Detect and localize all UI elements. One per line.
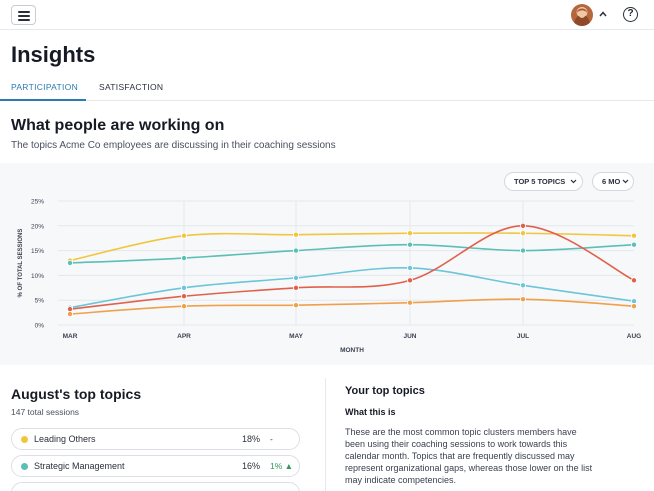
- topic-change: -: [270, 434, 273, 444]
- data-point: [180, 293, 187, 300]
- chevron-down-icon: [622, 179, 629, 184]
- section-title: What people are working on: [11, 117, 225, 134]
- data-point: [520, 282, 527, 289]
- total-sessions-count: 147 total sessions: [11, 407, 80, 417]
- column-divider: [325, 378, 326, 491]
- tab-satisfaction[interactable]: SATISFACTION: [99, 82, 164, 92]
- top-topics-dropdown[interactable]: TOP 5 TOPICS: [504, 172, 583, 191]
- data-point: [292, 274, 299, 281]
- topic-name: Strategic Management: [34, 461, 125, 471]
- series-line: [69, 267, 635, 309]
- data-point: [406, 241, 413, 248]
- tab-participation[interactable]: PARTICIPATION: [11, 82, 79, 92]
- data-point: [406, 277, 413, 284]
- time-range-dropdown-label: 6 MO: [602, 177, 621, 186]
- data-point: [180, 303, 187, 310]
- data-point: [520, 230, 527, 237]
- data-point: [292, 231, 299, 238]
- topic-percentage: 16%: [242, 461, 261, 471]
- data-point: [406, 299, 413, 306]
- x-tick-label: JUL: [517, 333, 529, 340]
- series-line: [69, 298, 635, 315]
- chart-panel: [0, 163, 654, 365]
- your-topics-description: These are the most common topic clusters…: [345, 427, 593, 485]
- avatar-face-icon: [574, 8, 590, 26]
- user-avatar[interactable]: [571, 4, 593, 26]
- data-point: [67, 311, 74, 318]
- question-circle-icon[interactable]: ?: [623, 7, 638, 22]
- y-tick-label: 5%: [35, 298, 45, 305]
- data-point: [631, 232, 638, 239]
- chevron-down-icon: [570, 179, 577, 184]
- data-point: [292, 247, 299, 254]
- page-title: Insights: [11, 42, 96, 67]
- august-topics-title: August's top topics: [11, 386, 142, 402]
- series-line: [69, 232, 635, 262]
- topic-percentage: 18%: [242, 434, 261, 444]
- top-bar: ?: [0, 0, 654, 30]
- topic-color-dot: [21, 463, 28, 470]
- data-point: [631, 303, 638, 310]
- data-point: [520, 222, 527, 229]
- x-axis-label: MONTH: [340, 347, 364, 354]
- topic-change: 1% ▲: [270, 461, 294, 471]
- top-topics-dropdown-label: TOP 5 TOPICS: [514, 177, 566, 186]
- topic-color-dot: [21, 436, 28, 443]
- chevron-up-icon[interactable]: [598, 9, 608, 19]
- x-tick-label: MAY: [289, 333, 304, 340]
- data-point: [631, 277, 638, 284]
- data-point: [520, 247, 527, 254]
- y-axis-label: % OF TOTAL SESSIONS: [18, 229, 24, 298]
- series-line: [69, 224, 635, 310]
- series-line: [69, 243, 635, 264]
- data-point: [180, 232, 187, 239]
- data-point: [67, 306, 74, 313]
- data-point: [631, 298, 638, 305]
- data-point: [406, 264, 413, 271]
- y-tick-label: 0%: [35, 323, 45, 330]
- tab-bar: PARTICIPATION SATISFACTION: [0, 77, 654, 101]
- what-this-is-label: What this is: [345, 407, 396, 417]
- time-range-dropdown[interactable]: 6 MO: [592, 172, 634, 191]
- data-point: [520, 296, 527, 303]
- topic-name: Leading Others: [34, 434, 96, 444]
- data-point: [631, 241, 638, 248]
- y-tick-label: 10%: [31, 273, 44, 280]
- topics-line-chart: 0% 5% 10% 15% 20% 25% MAR APR MAY JUN JUL AUG MONTH%…: [18, 199, 641, 355]
- x-tick-label: MAR: [63, 333, 78, 340]
- topic-row[interactable]: Strategic Management 16% 1% ▲: [11, 455, 300, 477]
- topic-row[interactable]: Leading Others 18% -: [11, 428, 300, 450]
- data-point: [180, 255, 187, 262]
- data-point: [406, 230, 413, 237]
- y-tick-label: 25%: [31, 199, 44, 206]
- topic-row[interactable]: [11, 482, 300, 491]
- x-tick-label: AUG: [627, 333, 641, 340]
- x-tick-label: JUN: [403, 333, 416, 340]
- active-tab-indicator: [0, 99, 86, 101]
- y-tick-label: 20%: [31, 223, 44, 230]
- data-point: [180, 284, 187, 291]
- data-point: [292, 302, 299, 309]
- hamburger-menu-icon[interactable]: [11, 5, 36, 25]
- your-topics-title: Your top topics: [345, 385, 425, 397]
- section-subtitle: The topics Acme Co employees are discuss…: [11, 140, 336, 151]
- y-tick-label: 15%: [31, 248, 44, 255]
- data-point: [292, 284, 299, 291]
- x-tick-label: APR: [177, 333, 191, 340]
- data-point: [67, 260, 74, 267]
